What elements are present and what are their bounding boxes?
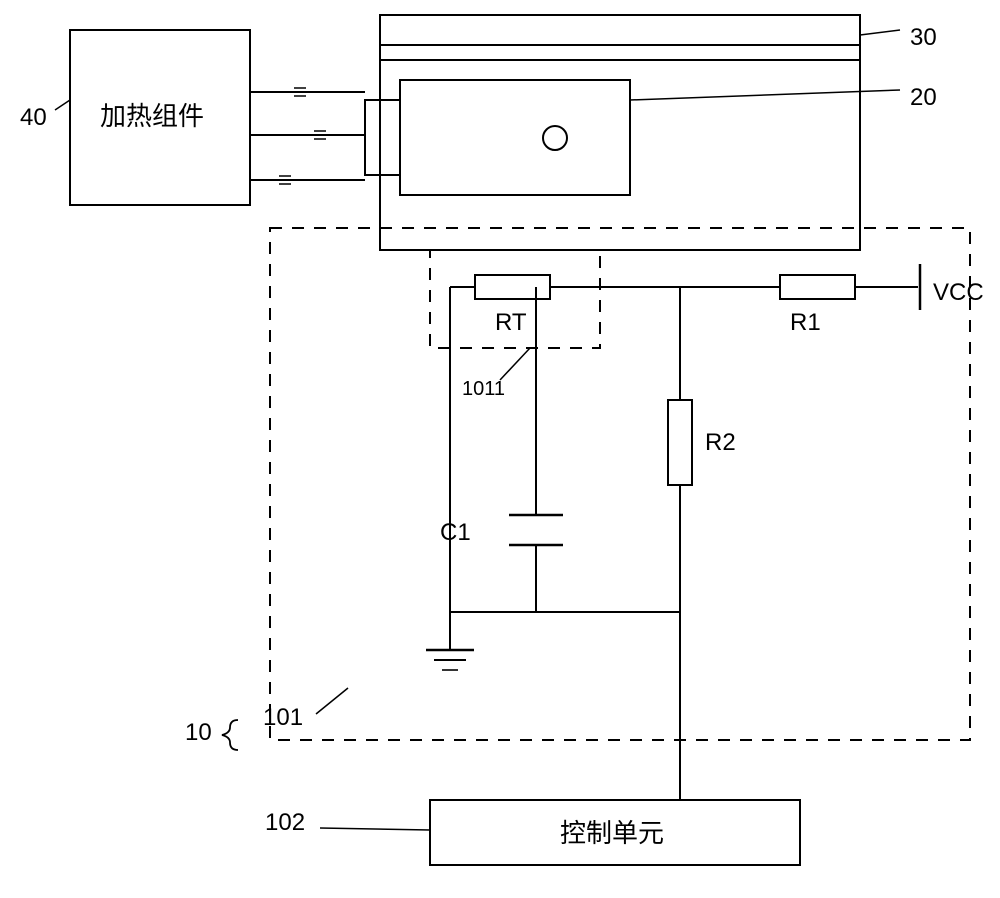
control-unit-label: 控制单元 <box>560 818 664 848</box>
ref-1011: 1011 <box>462 378 505 400</box>
heating-assembly-label: 加热组件 <box>100 101 204 131</box>
label-RT: RT <box>495 309 527 336</box>
ref-10: 10 <box>185 719 212 746</box>
transistor-package: 20 <box>365 80 937 195</box>
label-R2: R2 <box>705 429 736 456</box>
circuit-components: RT R1 R2 C1 VCC <box>426 264 984 670</box>
label-VCC: VCC <box>933 279 984 306</box>
heating-assembly-block: 加热组件 40 <box>20 30 250 205</box>
circuit-wires <box>450 287 918 800</box>
thermistor-RT <box>475 275 550 299</box>
ref-40: 40 <box>20 104 47 131</box>
resistor-R2 <box>668 400 692 485</box>
label-R1: R1 <box>790 309 821 336</box>
label-C1: C1 <box>440 519 471 546</box>
ref-102: 102 <box>265 809 305 836</box>
circuit-dashed-box: 101 10 <box>185 228 970 750</box>
heatsink-block: 30 <box>380 15 937 250</box>
resistor-R1 <box>780 275 855 299</box>
ref-20: 20 <box>910 84 937 111</box>
pin-leads <box>250 88 365 184</box>
ref-101: 101 <box>263 704 303 731</box>
control-unit-block: 控制单元 102 <box>265 800 800 865</box>
ref-30: 30 <box>910 24 937 51</box>
